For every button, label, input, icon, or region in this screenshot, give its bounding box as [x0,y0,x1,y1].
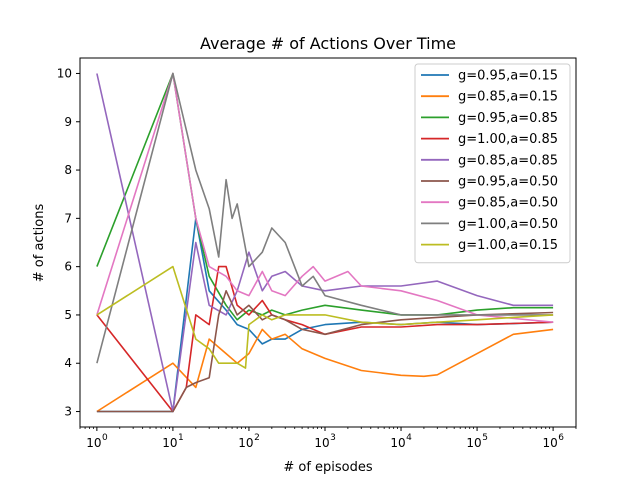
y-tick-label: 3 [64,405,72,419]
x-tick-label: 10 [86,436,101,450]
plot-frame [79,57,577,428]
x-tick-exponent: 1 [178,433,184,443]
y-axis-label: # of actions [32,204,47,283]
legend-label: g=0.85,a=0.15 [458,90,558,105]
legend-label: g=0.85,a=0.50 [458,196,558,211]
series-line-5 [96,73,554,413]
x-tick-label: 10 [238,436,253,450]
y-tick-label: 9 [64,115,72,129]
series-line-6 [96,290,554,413]
legend-label: g=1.00,a=0.15 [458,238,558,253]
x-tick-label: 10 [466,436,481,450]
y-tick-label: 6 [64,260,72,274]
x-tick-exponent: 3 [330,433,336,443]
legend: g=0.95,a=0.15 g=0.85,a=0.15 g=0.95,a=0.85 g… [414,63,571,264]
x-tick-label: 10 [542,436,557,450]
x-tick-label: 10 [390,436,405,450]
series-line-4 [96,265,554,413]
y-axis-ticks: 3 4 5 6 7 8 9 10 [57,66,80,419]
x-tick-exponent: 2 [254,433,260,443]
legend-box [414,63,571,264]
series-layer [96,72,554,413]
x-tick-exponent: 6 [558,433,564,443]
series-line-7 [96,72,554,323]
x-tick-exponent: 4 [406,433,412,443]
legend-label: g=1.00,a=0.85 [458,132,558,147]
x-tick-label: 10 [314,436,329,450]
y-tick-label: 4 [64,356,72,370]
series-line-2 [96,328,554,413]
chart-title: Average # of Actions Over Time [200,34,456,53]
legend-label: g=0.85,a=0.85 [458,153,558,168]
x-axis-ticks: 10 0 10 1 10 2 10 3 10 4 10 5 10 6 [79,427,577,450]
y-tick-label: 8 [64,163,72,177]
series-line-8 [96,72,554,364]
legend-label: g=0.95,a=0.50 [458,175,558,190]
legend-label: g=0.95,a=0.85 [458,111,558,126]
y-tick-label: 7 [64,211,72,225]
x-tick-exponent: 5 [482,433,488,443]
legend-label: g=1.00,a=0.50 [458,217,558,232]
x-axis-label: # of episodes [283,460,373,475]
series-line-9 [96,265,554,369]
x-tick-label: 10 [162,436,177,450]
y-tick-label: 10 [57,66,72,80]
y-tick-label: 5 [64,308,72,322]
x-tick-exponent: 0 [102,433,108,443]
legend-label: g=0.95,a=0.15 [458,69,558,84]
